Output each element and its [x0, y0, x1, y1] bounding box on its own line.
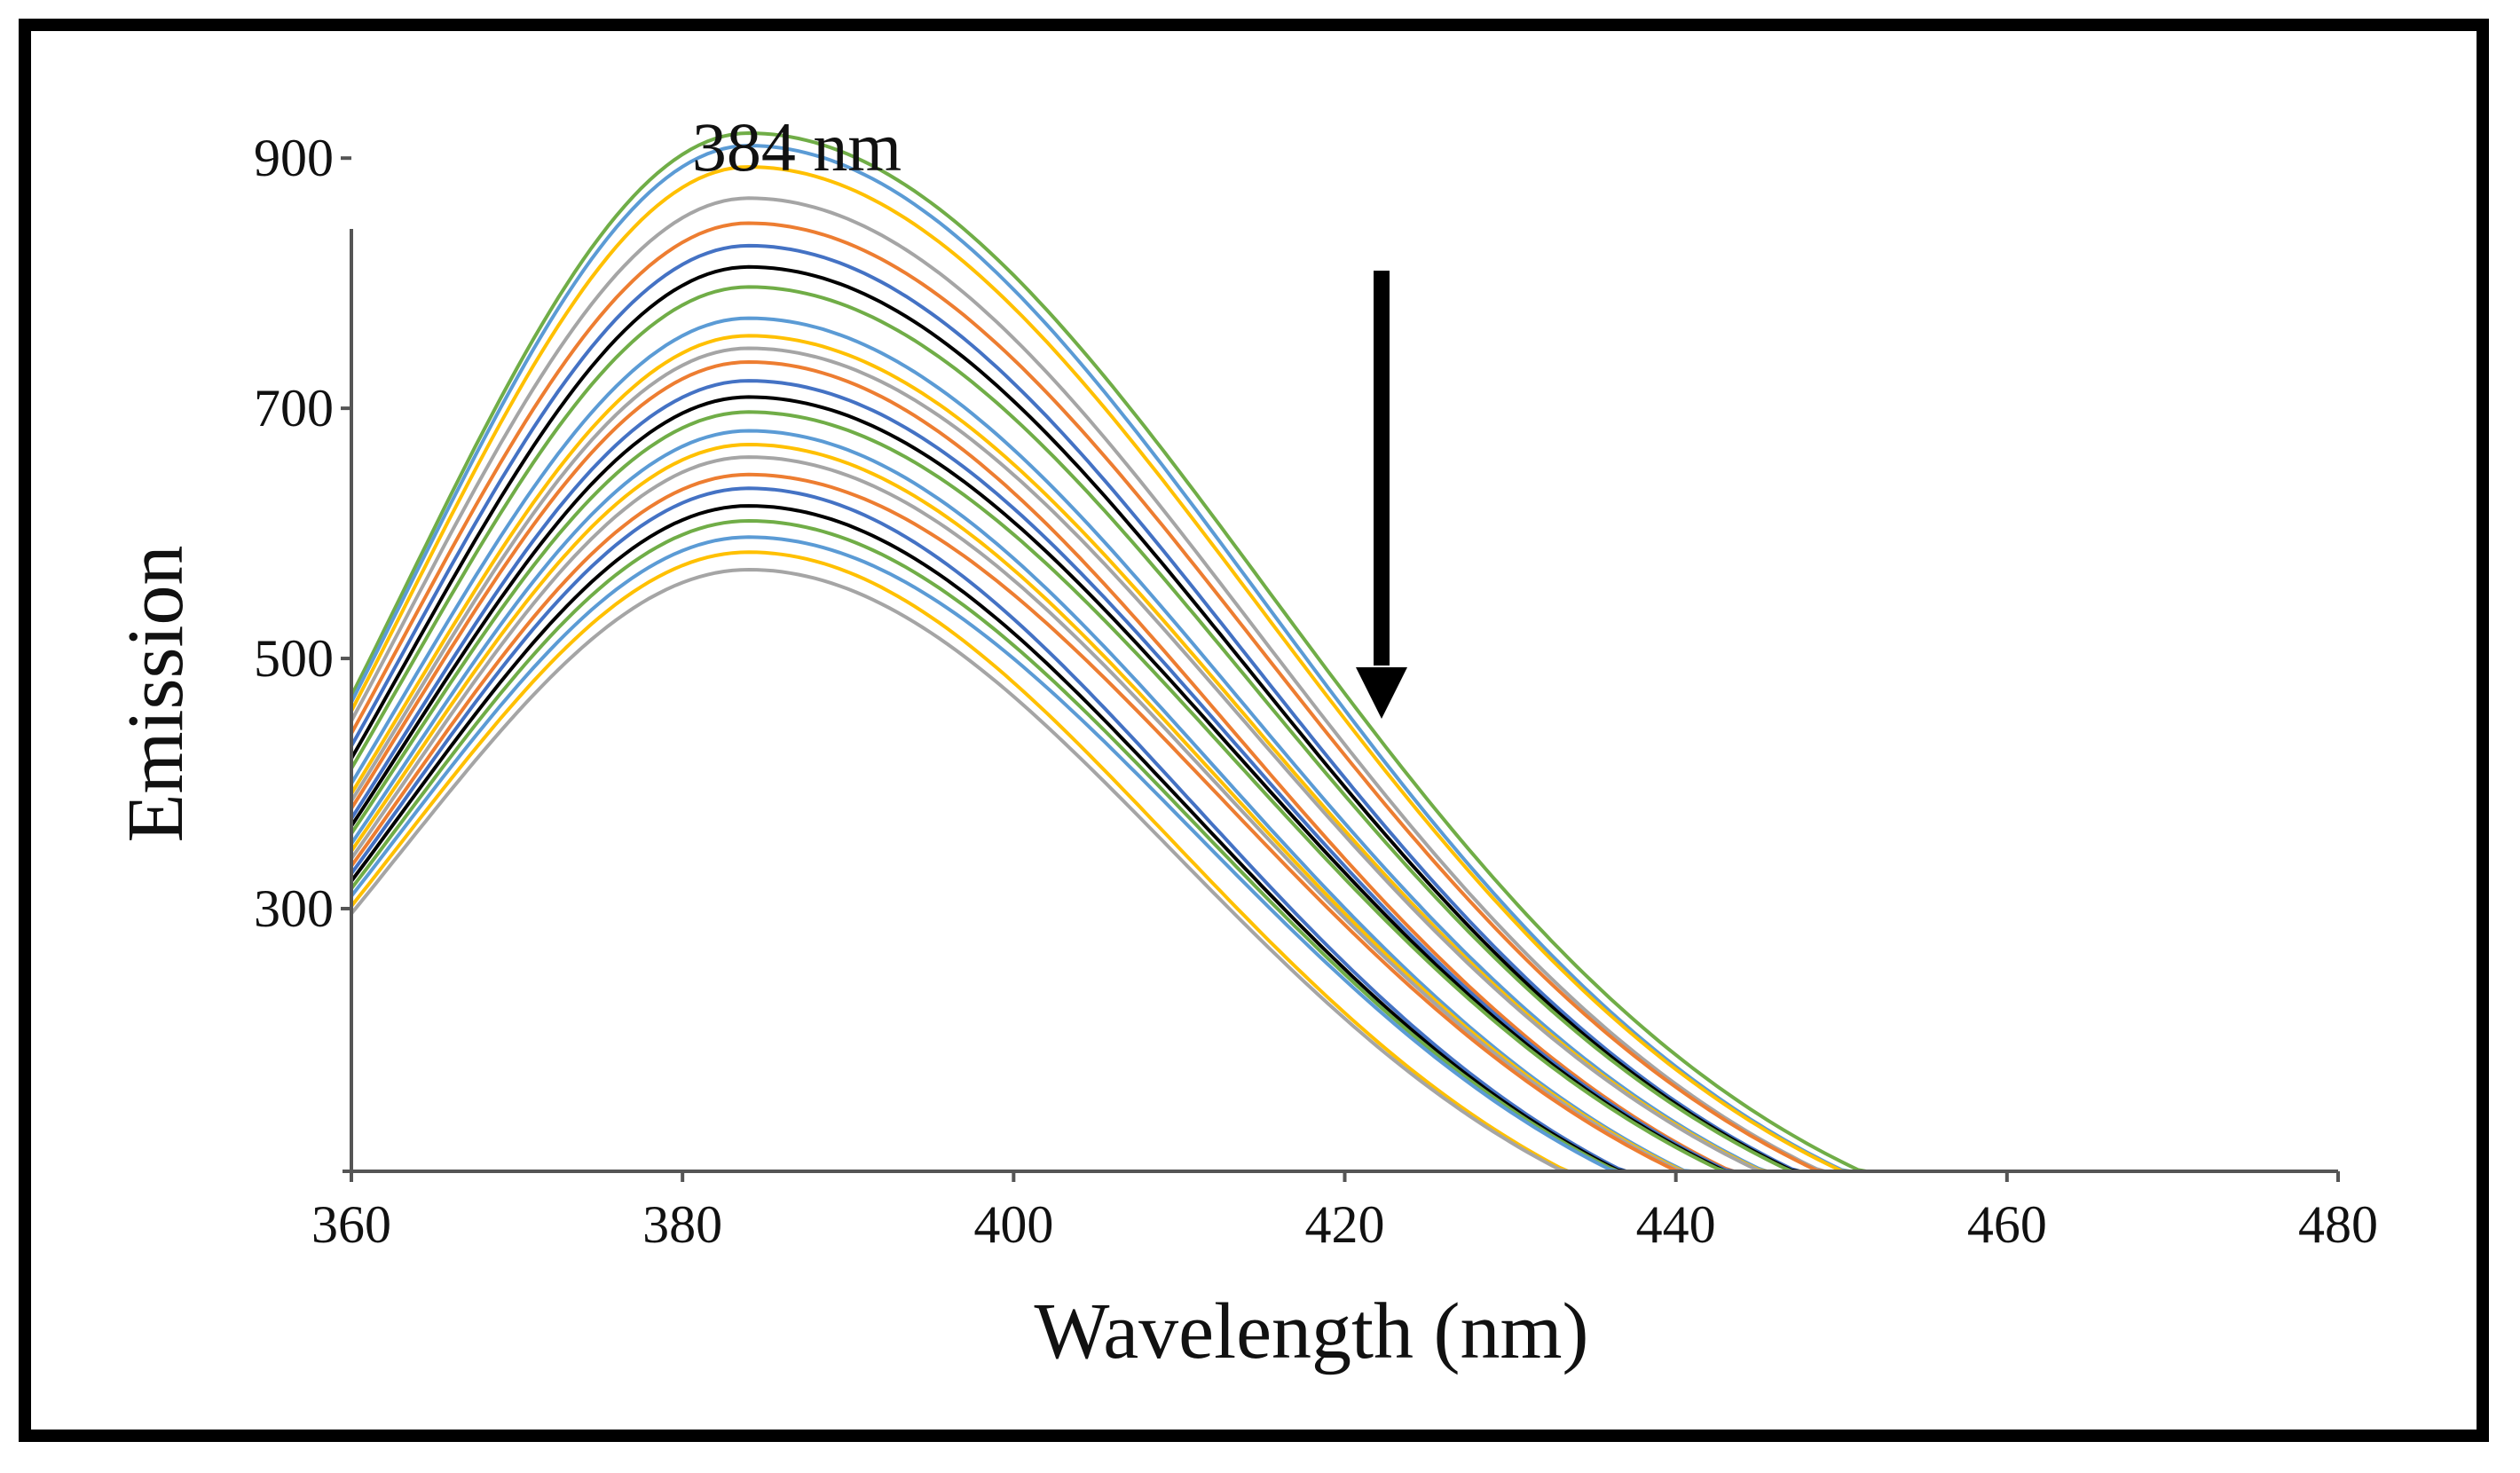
peak-wavelength-label: 384 nm [692, 108, 902, 185]
x-axis-ticks: 360 380 400 420 440 460 480 [311, 1171, 2378, 1254]
y-axis-ticks: 300 500 700 900 [254, 129, 351, 938]
x-axis-title: Wavelength (nm) [1034, 1288, 1588, 1375]
down-arrow-icon [1356, 271, 1407, 719]
y-tick-label: 900 [254, 129, 334, 187]
x-tick-label: 440 [1636, 1195, 1716, 1254]
x-tick-label: 360 [311, 1195, 391, 1254]
y-axis-title: Emission [112, 545, 200, 842]
y-tick-label: 500 [254, 629, 334, 688]
x-tick-label: 480 [2298, 1195, 2378, 1254]
x-tick-label: 400 [973, 1195, 1053, 1254]
x-tick-label: 380 [642, 1195, 722, 1254]
x-tick-label: 420 [1305, 1195, 1385, 1254]
x-tick-label: 460 [1967, 1195, 2047, 1254]
y-tick-label: 700 [254, 379, 334, 437]
y-tick-label: 300 [254, 879, 334, 938]
